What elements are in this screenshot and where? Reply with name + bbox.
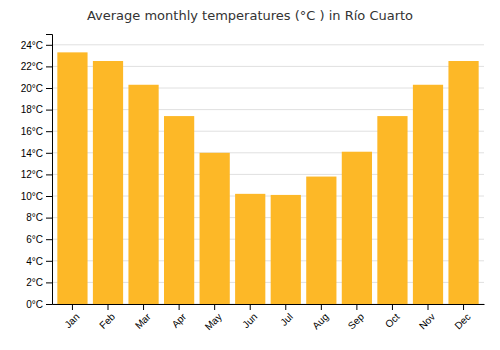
chart: Average monthly temperatures (°C ) in Rí… bbox=[0, 0, 500, 350]
y-tick: 22°C bbox=[21, 61, 52, 72]
x-tick: Feb bbox=[97, 304, 117, 331]
x-tick-mark bbox=[463, 304, 464, 310]
bar bbox=[93, 61, 123, 304]
x-tick-mark bbox=[392, 304, 393, 310]
x-tick: May bbox=[203, 304, 224, 332]
y-tick-mark bbox=[46, 304, 52, 305]
x-tick-mark bbox=[108, 304, 109, 310]
y-tick: 2°C bbox=[26, 277, 52, 288]
x-tick: Oct bbox=[383, 304, 402, 330]
x-tick-mark bbox=[143, 304, 144, 310]
x-tick-label: Jul bbox=[278, 311, 295, 328]
y-tick-mark bbox=[46, 66, 52, 67]
bar bbox=[57, 52, 87, 304]
x-tick-mark bbox=[356, 304, 357, 310]
x-tick: Jan bbox=[62, 304, 81, 330]
y-axis: 0°C 2°C 4°C 6°C 8°C 10°C 12°C 14°C 16°C 18°C 20°C 2… bbox=[21, 35, 53, 310]
y-tick-mark bbox=[46, 131, 52, 132]
y-tick-mark bbox=[46, 45, 52, 46]
x-axis: Jan Feb Mar Apr May Jun Jul Aug Sep Oct Nov Dec bbox=[53, 304, 485, 332]
y-tick-label: 24°C bbox=[21, 40, 43, 51]
bar bbox=[342, 152, 372, 304]
x-tick: Nov bbox=[417, 304, 437, 331]
y-tick-mark bbox=[46, 153, 52, 154]
x-tick-label: May bbox=[203, 311, 224, 332]
title: Average monthly temperatures (°C ) in Rí… bbox=[87, 8, 413, 23]
y-tick: 12°C bbox=[21, 169, 52, 180]
y-tick: 18°C bbox=[21, 104, 52, 115]
x-tick-label: Apr bbox=[170, 311, 189, 330]
x-tick-mark bbox=[250, 304, 251, 310]
x-tick-mark bbox=[214, 304, 215, 310]
x-tick: Sep bbox=[346, 304, 367, 331]
x-tick: Dec bbox=[452, 304, 472, 331]
y-tick-label: 22°C bbox=[21, 61, 43, 72]
y-tick-mark bbox=[46, 110, 52, 111]
y-tick-mark bbox=[46, 261, 52, 262]
x-tick: Jul bbox=[278, 304, 295, 328]
x-tick: Apr bbox=[170, 304, 189, 330]
x-tick-label: Mar bbox=[133, 311, 153, 331]
x-tick-label: Oct bbox=[383, 311, 402, 330]
x-axis-line bbox=[53, 304, 485, 305]
y-tick: 24°C bbox=[21, 40, 52, 51]
bars bbox=[57, 52, 478, 304]
y-tick: 4°C bbox=[26, 256, 52, 267]
plot: 0°C 2°C 4°C 6°C 8°C 10°C 12°C 14°C 16°C 18°C 20°C 2… bbox=[21, 35, 485, 333]
x-tick-mark bbox=[72, 304, 73, 310]
grid bbox=[52, 45, 484, 304]
x-tick: Jun bbox=[240, 304, 259, 330]
y-tick: 10°C bbox=[21, 191, 52, 202]
bar bbox=[200, 153, 230, 304]
bar bbox=[235, 194, 265, 304]
x-tick-label: Jan bbox=[62, 311, 81, 330]
y-tick-label: 18°C bbox=[21, 104, 43, 115]
grid-line bbox=[52, 44, 484, 45]
y-tick: 20°C bbox=[21, 83, 52, 94]
y-tick-label: 6°C bbox=[26, 234, 43, 245]
x-tick-mark bbox=[179, 304, 180, 310]
y-tick: 14°C bbox=[21, 148, 52, 159]
y-tick-label: 16°C bbox=[21, 126, 43, 137]
y-axis-line bbox=[46, 35, 53, 305]
y-tick-mark bbox=[46, 218, 52, 219]
y-tick-label: 8°C bbox=[26, 212, 43, 223]
bar bbox=[164, 116, 194, 304]
y-tick: 6°C bbox=[26, 234, 52, 245]
x-tick-label: Sep bbox=[346, 311, 367, 332]
y-tick-label: 20°C bbox=[21, 83, 43, 94]
y-tick-label: 14°C bbox=[21, 148, 43, 159]
y-tick: 8°C bbox=[26, 212, 52, 223]
x-tick-label: Dec bbox=[452, 311, 472, 331]
y-tick-mark bbox=[46, 88, 52, 89]
x-tick-mark bbox=[428, 304, 429, 310]
y-tick: 16°C bbox=[21, 126, 52, 137]
y-tick-label: 10°C bbox=[21, 191, 43, 202]
x-tick-label: Aug bbox=[310, 311, 330, 331]
y-tick-label: 4°C bbox=[26, 256, 43, 267]
y-tick-mark bbox=[46, 282, 52, 283]
x-tick: Mar bbox=[133, 304, 153, 331]
y-tick-mark bbox=[46, 196, 52, 197]
bar bbox=[306, 177, 336, 304]
x-tick: Aug bbox=[310, 304, 330, 331]
y-tick-mark bbox=[46, 174, 52, 175]
x-tick-label: Jun bbox=[240, 311, 259, 330]
y-tick-label: 0°C bbox=[26, 299, 43, 310]
y-tick-label: 2°C bbox=[26, 277, 43, 288]
y-tick-mark bbox=[46, 239, 52, 240]
x-tick-label: Feb bbox=[97, 311, 117, 331]
bar bbox=[271, 195, 301, 304]
y-tick: 0°C bbox=[26, 299, 52, 310]
x-tick-mark bbox=[321, 304, 322, 310]
y-tick-label: 12°C bbox=[21, 169, 43, 180]
x-tick-label: Nov bbox=[417, 311, 437, 331]
bar bbox=[128, 85, 158, 304]
bar bbox=[413, 85, 443, 304]
x-tick-mark bbox=[285, 304, 286, 310]
bar bbox=[377, 116, 407, 304]
bar bbox=[448, 61, 478, 304]
